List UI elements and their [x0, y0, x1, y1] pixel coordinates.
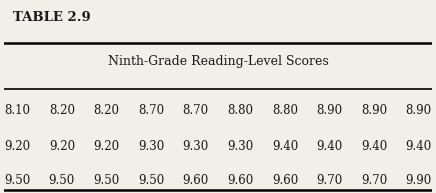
Text: 9.40: 9.40 — [317, 140, 343, 153]
Text: 9.20: 9.20 — [93, 140, 119, 153]
Text: 9.50: 9.50 — [4, 174, 31, 187]
Text: 9.50: 9.50 — [49, 174, 75, 187]
Text: 8.10: 8.10 — [4, 104, 30, 117]
Text: 9.40: 9.40 — [405, 140, 432, 153]
Text: 9.50: 9.50 — [138, 174, 164, 187]
Text: 8.20: 8.20 — [93, 104, 119, 117]
Text: 8.80: 8.80 — [227, 104, 253, 117]
Text: 9.60: 9.60 — [272, 174, 298, 187]
Text: 9.20: 9.20 — [49, 140, 75, 153]
Text: 8.70: 8.70 — [183, 104, 209, 117]
Text: 9.40: 9.40 — [272, 140, 298, 153]
Text: 8.20: 8.20 — [49, 104, 75, 117]
Text: 9.60: 9.60 — [227, 174, 253, 187]
Text: 8.90: 8.90 — [317, 104, 343, 117]
Text: 8.90: 8.90 — [406, 104, 432, 117]
Text: 9.70: 9.70 — [361, 174, 387, 187]
Text: Ninth-Grade Reading-Level Scores: Ninth-Grade Reading-Level Scores — [108, 55, 328, 68]
Text: 9.50: 9.50 — [93, 174, 119, 187]
Text: 9.40: 9.40 — [361, 140, 387, 153]
Text: TABLE 2.9: TABLE 2.9 — [13, 11, 91, 24]
Text: 8.90: 8.90 — [361, 104, 387, 117]
Text: 8.70: 8.70 — [138, 104, 164, 117]
Text: 9.30: 9.30 — [227, 140, 253, 153]
Text: 8.80: 8.80 — [272, 104, 298, 117]
Text: 9.90: 9.90 — [405, 174, 432, 187]
Text: 9.60: 9.60 — [183, 174, 209, 187]
Text: 9.70: 9.70 — [317, 174, 343, 187]
Text: 9.20: 9.20 — [4, 140, 30, 153]
Text: 9.30: 9.30 — [183, 140, 209, 153]
Text: 9.30: 9.30 — [138, 140, 164, 153]
